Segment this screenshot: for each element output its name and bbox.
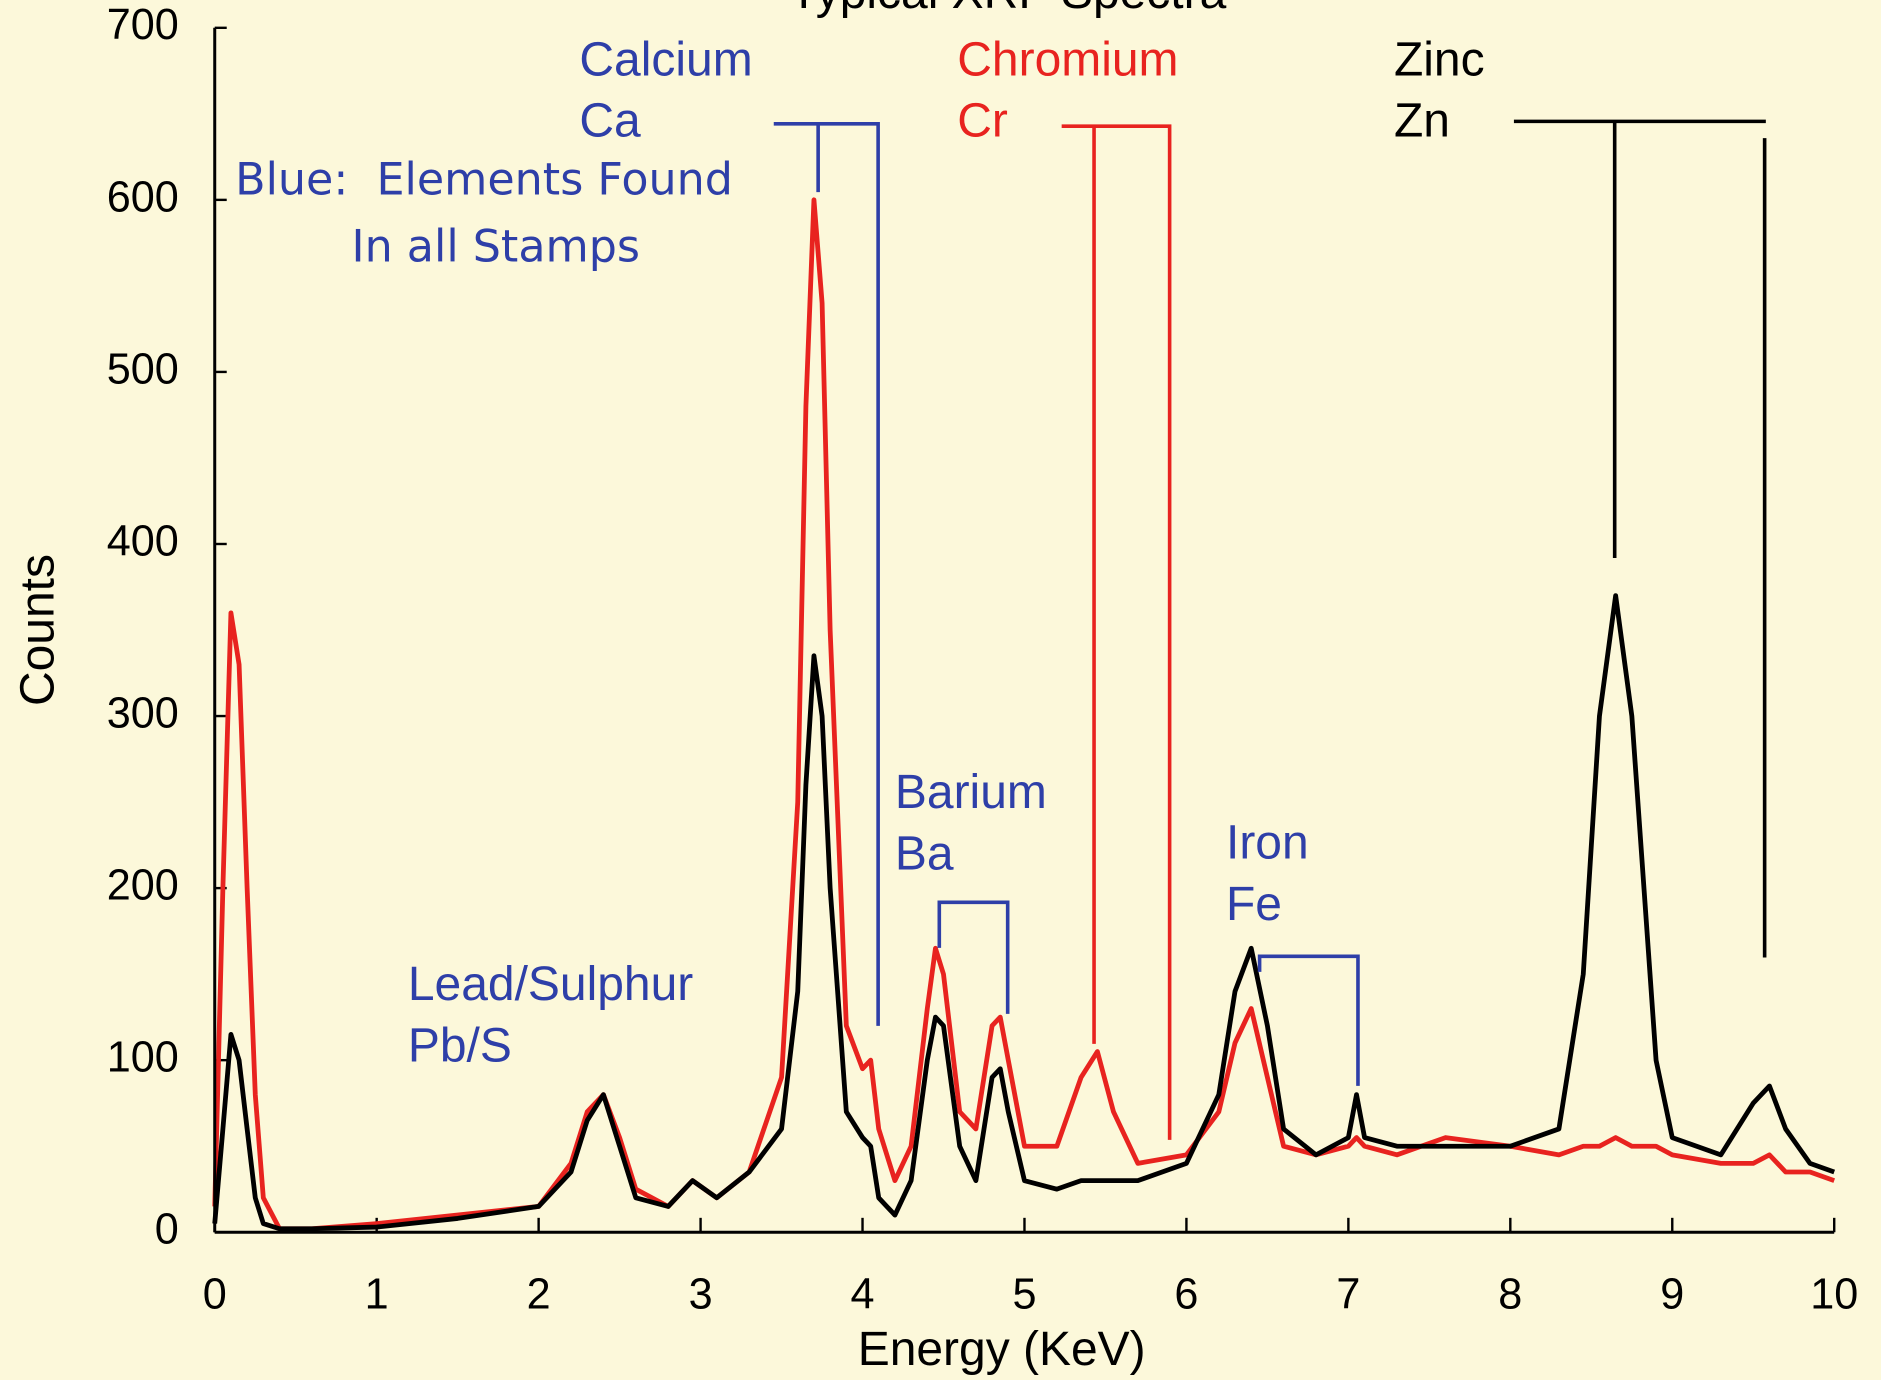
annotation: Lead/Sulphur [408, 958, 693, 1011]
annotation: Chromium [957, 33, 1178, 86]
y-tick-label: 700 [107, 1, 179, 49]
x-tick-label: 2 [527, 1270, 551, 1318]
bracket [937, 900, 1010, 1014]
annotation: Zn [1394, 94, 1450, 147]
chart-title: Typical XRF Spectra [789, 0, 1227, 19]
bracket [1257, 954, 1360, 1086]
x-tick-label: 7 [1336, 1270, 1360, 1318]
x-axis-label: Energy (KeV) [858, 1323, 1146, 1376]
y-tick-label: 0 [155, 1206, 179, 1254]
annotation: Calcium [579, 33, 752, 86]
series-line [212, 593, 1836, 1232]
annotations: Calcium Ca Blue: Elements Found In all S… [235, 33, 1484, 1072]
x-tick-label: 5 [1012, 1270, 1036, 1318]
bracket [1061, 124, 1172, 1140]
plot-area: 0 100 200 300 400 500 600 700 0 1 2 3 4 5 6 7 8 9 10 [107, 1, 1859, 1318]
x-tick-label: 0 [203, 1270, 227, 1318]
y-axis-label: Counts [11, 554, 64, 706]
y-tick-label: 300 [107, 689, 179, 737]
annotation: Zinc [1394, 33, 1485, 86]
annotation: Pb/S [408, 1019, 512, 1072]
x-tick-label: 8 [1498, 1270, 1522, 1318]
x-tick-label: 1 [365, 1270, 389, 1318]
bracket [773, 121, 880, 1026]
annotation: Barium [895, 766, 1047, 819]
x-tick-label: 6 [1174, 1270, 1198, 1318]
y-tick-label: 200 [107, 862, 179, 910]
annotation: Cr [957, 94, 1008, 147]
annotation: In all Stamps [351, 222, 640, 273]
x-tick-label: 9 [1660, 1270, 1684, 1318]
x-tick-label: 4 [851, 1270, 875, 1318]
x-tick-label: 10 [1810, 1270, 1858, 1318]
series-line [212, 197, 1836, 1232]
annotation: Ca [579, 94, 641, 147]
x-tick-label: 3 [689, 1270, 713, 1318]
annotation: Fe [1226, 878, 1282, 931]
y-tick-label: 100 [107, 1034, 179, 1082]
annotation: Ba [895, 827, 954, 880]
y-tick-label: 600 [107, 173, 179, 221]
y-tick-label: 500 [107, 345, 179, 393]
y-tick-label: 400 [107, 517, 179, 565]
annotation: Blue: Elements Found [235, 155, 733, 206]
brackets [773, 119, 1767, 1140]
annotation: Iron [1226, 817, 1309, 870]
